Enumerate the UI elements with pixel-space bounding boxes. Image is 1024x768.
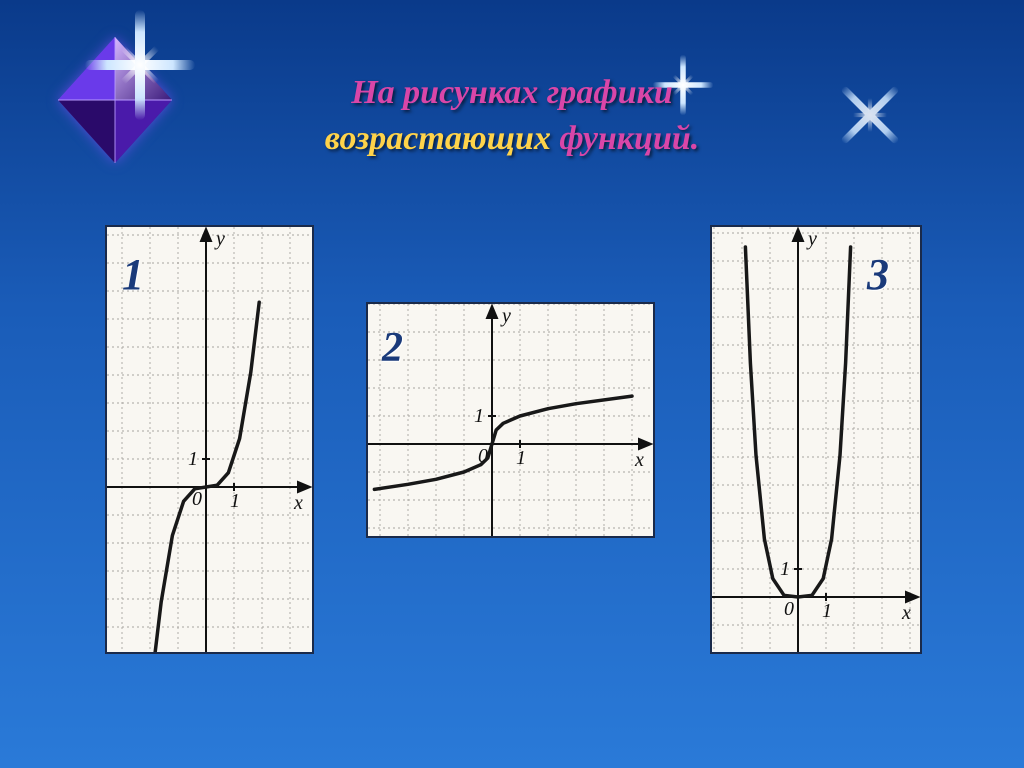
title-rest: функций. (551, 120, 699, 157)
panel-number: 2 (382, 324, 403, 372)
slide-title: На рисунках графики возрастающих функций… (0, 70, 1024, 162)
svg-text:1: 1 (780, 558, 790, 580)
svg-text:x: x (901, 602, 911, 624)
panel-number: 3 (867, 249, 889, 300)
title-emphasis: возрастающих (325, 120, 551, 157)
chart-panel-2: 011xy2 (366, 302, 655, 538)
svg-text:y: y (500, 305, 511, 327)
svg-text:x: x (634, 449, 644, 471)
svg-text:y: y (806, 228, 817, 250)
svg-text:1: 1 (822, 600, 832, 622)
svg-text:1: 1 (230, 490, 240, 512)
svg-text:1: 1 (474, 405, 484, 427)
chart-panel-3: 0 1 1 x y 3 (710, 225, 922, 654)
svg-text:1: 1 (188, 448, 198, 470)
slide: На рисунках графики возрастающих функций… (0, 0, 1024, 768)
panel-number: 1 (122, 249, 144, 300)
svg-text:1: 1 (516, 447, 526, 469)
svg-text:y: y (214, 228, 225, 250)
svg-text:0: 0 (784, 598, 794, 620)
chart-panel-1: 011xy1 (105, 225, 314, 654)
title-line-1: На рисунках графики (351, 74, 673, 111)
svg-text:x: x (293, 492, 303, 514)
